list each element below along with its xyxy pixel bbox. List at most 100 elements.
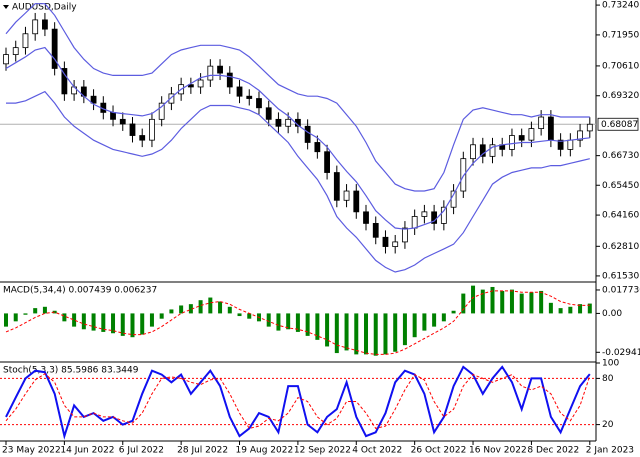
histogram-bar <box>91 313 96 331</box>
histogram-bar <box>422 313 427 331</box>
candle-body <box>518 135 525 141</box>
y-tick-label: 0.65450 <box>602 181 639 191</box>
candle-body <box>382 236 389 247</box>
candle-body <box>51 28 58 69</box>
band-middle <box>5 46 590 230</box>
candle-body <box>567 139 574 150</box>
candle-body <box>421 211 428 217</box>
histogram-bar <box>179 305 184 314</box>
candle-body <box>285 118 292 127</box>
candle-body <box>372 223 379 238</box>
candle-body <box>168 93 175 104</box>
candle-body <box>411 216 418 229</box>
histogram-bar <box>568 306 573 314</box>
histogram-bar <box>62 313 67 322</box>
candle-body <box>392 241 399 247</box>
y-tick-label: 0.70610 <box>602 61 639 71</box>
candle-body <box>304 125 311 143</box>
stoch-line <box>5 365 591 440</box>
current-price-label: 0.68087 <box>601 120 638 130</box>
candle-body <box>363 211 369 224</box>
candle-body <box>119 118 126 125</box>
histogram-bar <box>548 302 553 314</box>
histogram-bar <box>111 313 116 334</box>
histogram-bar <box>81 313 86 330</box>
histogram-bar <box>72 313 77 327</box>
x-tick-label: 14 Jun 2022 <box>60 446 114 456</box>
y-tick-label: 0.64160 <box>602 211 639 221</box>
y-tick-label: 0.73240 <box>602 1 639 11</box>
candle-body <box>129 123 136 136</box>
candle-body <box>22 33 29 49</box>
histogram-bar <box>558 308 563 314</box>
histogram-bar <box>344 313 349 351</box>
histogram-bar <box>276 313 281 331</box>
candle-body <box>538 116 545 129</box>
band-upper <box>5 3 590 192</box>
candle-body <box>187 84 194 88</box>
histogram-bar <box>101 313 106 332</box>
y-tick-label: 0.62810 <box>602 242 639 252</box>
y-tick-label: 0.71950 <box>602 30 639 40</box>
candle-body <box>90 95 97 104</box>
candle-body <box>353 190 360 213</box>
candle-body <box>586 123 593 132</box>
histogram-bar <box>402 313 407 346</box>
title-marker <box>3 5 9 9</box>
histogram-bar <box>490 286 495 314</box>
candle-body <box>32 19 39 35</box>
candle-body <box>509 135 515 150</box>
signal-line <box>5 290 590 355</box>
histogram-bar <box>334 313 339 354</box>
candle-body <box>470 144 476 160</box>
candle-body <box>207 65 214 81</box>
candle-body <box>460 158 467 192</box>
histogram-bar <box>33 308 38 314</box>
histogram-bar <box>130 313 135 338</box>
histogram-bar <box>480 289 485 314</box>
histogram-bar <box>159 313 164 319</box>
histogram-bar <box>451 310 456 314</box>
histogram-bar <box>149 313 154 327</box>
candle-body <box>577 130 583 141</box>
candle-body <box>557 139 564 150</box>
histogram-bar <box>305 313 310 336</box>
x-tick-label: 23 May 2022 <box>2 446 61 456</box>
histogram-bar <box>539 290 544 314</box>
y-tick-label: 0.69320 <box>602 91 639 101</box>
candle-body <box>42 19 48 30</box>
y-tick-label: -0.029414 <box>602 348 640 358</box>
y-tick-label: 20 <box>602 420 614 430</box>
histogram-bar <box>208 297 213 314</box>
histogram-bar <box>587 303 592 314</box>
candle-body <box>256 98 262 109</box>
current-price-box <box>597 117 639 131</box>
histogram-bar <box>393 313 398 352</box>
candle-body <box>479 144 486 157</box>
histogram-bar <box>529 292 534 314</box>
stoch-line <box>5 373 591 429</box>
candle-body <box>12 47 19 55</box>
histogram-bar <box>237 313 242 317</box>
x-tick-label: 26 Oct 2022 <box>411 446 467 456</box>
candle-body <box>265 107 272 120</box>
histogram-bar <box>432 313 437 327</box>
histogram-bar <box>461 293 466 314</box>
histogram-bar <box>4 313 8 327</box>
y-tick-label: 0.66730 <box>602 151 639 161</box>
histogram-bar <box>325 313 330 347</box>
x-tick-label: 4 Oct 2022 <box>352 446 402 456</box>
candle-body <box>246 95 253 99</box>
candle-body <box>343 190 350 201</box>
panel-title: MACD(5,34,4) 0.007439 0.006237 <box>3 286 157 296</box>
y-tick-label: 0.00 <box>602 309 622 319</box>
histogram-bar <box>315 313 320 340</box>
band-lower <box>6 90 590 273</box>
histogram-bar <box>198 300 203 314</box>
histogram-bar <box>509 289 514 314</box>
candle-body <box>324 151 330 173</box>
candle-body <box>217 65 223 74</box>
histogram-bar <box>412 313 417 338</box>
